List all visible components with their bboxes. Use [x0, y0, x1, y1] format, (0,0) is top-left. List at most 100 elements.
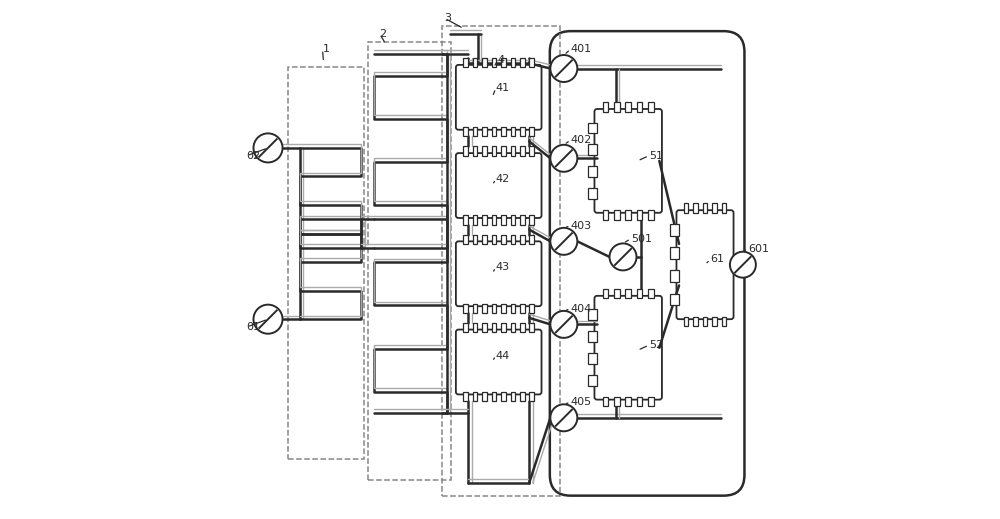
Text: 501: 501 — [631, 234, 652, 244]
Text: 405: 405 — [571, 397, 592, 407]
Bar — [492, 58, 496, 67]
Text: 601: 601 — [748, 244, 769, 254]
Bar — [511, 215, 515, 225]
Text: 52: 52 — [649, 340, 663, 350]
Circle shape — [730, 252, 756, 278]
Bar — [520, 304, 525, 313]
Bar — [492, 146, 496, 156]
Circle shape — [550, 55, 577, 82]
Bar — [520, 392, 525, 401]
Bar — [625, 102, 631, 112]
Circle shape — [253, 133, 283, 162]
Bar — [501, 146, 506, 156]
Bar — [463, 392, 468, 401]
FancyBboxPatch shape — [456, 241, 542, 306]
Bar — [529, 304, 534, 313]
Bar — [442, 26, 560, 496]
Bar — [588, 353, 597, 364]
Bar — [625, 289, 631, 298]
Bar — [637, 102, 642, 112]
Bar — [625, 397, 631, 406]
Bar — [588, 309, 597, 320]
Bar — [670, 294, 679, 305]
Bar — [501, 127, 506, 136]
Bar — [648, 289, 654, 298]
Text: 01: 01 — [247, 322, 261, 332]
Bar — [492, 127, 496, 136]
Circle shape — [253, 305, 283, 334]
Bar — [511, 304, 515, 313]
Bar — [529, 215, 534, 225]
Bar — [463, 58, 468, 67]
Text: 403: 403 — [571, 221, 592, 231]
Bar — [520, 127, 525, 136]
Bar — [637, 289, 642, 298]
Bar — [520, 146, 525, 156]
Bar — [482, 146, 487, 156]
Circle shape — [550, 311, 577, 338]
Bar — [463, 146, 468, 156]
Bar — [614, 210, 620, 220]
Bar — [368, 42, 451, 480]
FancyBboxPatch shape — [456, 330, 542, 394]
Text: 404: 404 — [571, 304, 592, 314]
Bar — [588, 122, 597, 133]
Bar — [637, 397, 642, 406]
Circle shape — [550, 145, 577, 172]
Bar — [588, 375, 597, 386]
Bar — [648, 210, 654, 220]
Bar — [473, 235, 477, 244]
Bar — [492, 392, 496, 401]
Circle shape — [550, 228, 577, 255]
Bar — [511, 235, 515, 244]
Bar — [588, 167, 597, 177]
Bar — [529, 392, 534, 401]
Bar — [722, 203, 726, 213]
Bar — [482, 235, 487, 244]
Bar — [712, 203, 717, 213]
Bar — [603, 102, 608, 112]
Bar — [614, 289, 620, 298]
Bar — [463, 127, 468, 136]
Bar — [722, 317, 726, 326]
Bar — [684, 203, 688, 213]
Bar — [473, 146, 477, 156]
Text: 41: 41 — [496, 83, 510, 93]
Bar — [473, 215, 477, 225]
Bar — [473, 392, 477, 401]
Text: 61: 61 — [710, 254, 724, 265]
Bar — [693, 317, 698, 326]
Bar — [492, 235, 496, 244]
Bar — [482, 58, 487, 67]
Bar — [603, 210, 608, 220]
Bar — [637, 210, 642, 220]
Bar — [684, 317, 688, 326]
Bar — [520, 235, 525, 244]
Bar — [520, 323, 525, 332]
Text: 02: 02 — [247, 151, 261, 161]
Bar — [529, 58, 534, 67]
FancyBboxPatch shape — [594, 109, 662, 213]
Bar — [501, 392, 506, 401]
Bar — [529, 235, 534, 244]
Bar — [703, 203, 707, 213]
Bar — [529, 146, 534, 156]
Bar — [482, 127, 487, 136]
Bar — [520, 215, 525, 225]
Bar — [614, 102, 620, 112]
Bar — [693, 203, 698, 213]
Bar — [588, 331, 597, 342]
Bar — [492, 304, 496, 313]
Circle shape — [550, 404, 577, 431]
Text: 1: 1 — [323, 44, 330, 54]
Bar — [648, 397, 654, 406]
Bar — [648, 102, 654, 112]
Bar — [482, 392, 487, 401]
Text: 51: 51 — [649, 151, 663, 161]
Bar — [482, 304, 487, 313]
Bar — [473, 58, 477, 67]
Bar — [670, 248, 679, 259]
Bar — [511, 146, 515, 156]
Bar — [703, 317, 707, 326]
Bar — [603, 397, 608, 406]
